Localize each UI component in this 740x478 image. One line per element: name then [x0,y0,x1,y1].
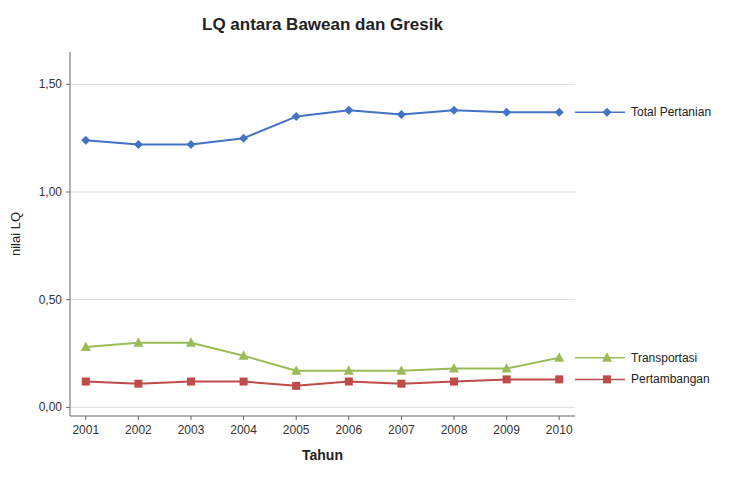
x-tick [506,416,507,420]
y-tick [66,192,70,193]
data-point [187,378,195,386]
data-point [239,134,248,143]
x-tick-label: 2003 [178,423,205,437]
data-point [133,337,143,347]
data-point [502,363,512,373]
chart: LQ antara Bawean dan Gresik 0,00 0,50 1,00 1… [0,0,740,478]
y-axis: 0,00 0,50 1,00 1,50 [39,77,70,414]
x-tick [296,416,297,420]
x-axis-label: Tahun [302,447,343,463]
data-point [503,375,511,383]
x-axis: 2001 2002 2003 2004 2005 2006 2007 2008 2009 2010 [72,416,572,437]
data-point [186,337,196,347]
grid-line [70,407,575,408]
y-tick [66,407,70,408]
series-line [86,110,559,144]
background [0,0,740,478]
data-point [82,378,90,386]
x-tick-label: 2007 [388,423,415,437]
data-point [292,382,300,390]
label-marker [602,352,612,362]
data-point [344,106,353,115]
series-line [86,343,559,371]
data-point [502,108,511,117]
x-tick [138,416,139,420]
data-point [186,140,195,149]
x-tick-label: 2004 [230,423,257,437]
data-point [291,365,301,375]
y-tick [66,299,70,300]
x-tick [348,416,349,420]
end-label: Total Pertanian [575,105,711,119]
data-point [240,378,248,386]
x-tick [85,416,86,420]
data-point [396,365,406,375]
series [82,375,563,389]
series-label: Pertambangan [631,372,710,386]
x-tick-label: 2001 [72,423,99,437]
series-label: Transportasi [631,351,697,365]
title: LQ antara Bawean dan Gresik [202,15,443,34]
data-point [134,140,143,149]
data-point [344,365,354,375]
label-connector [575,357,625,359]
y-tick-label: 1,00 [39,185,63,199]
label-marker [603,375,611,383]
x-tick [243,416,244,420]
end-labels: Total Pertanian Transportasi Pertambangan [575,105,711,386]
data-point [292,112,301,121]
data-point [449,363,459,373]
grid-line [70,84,575,85]
plot-data [81,106,564,390]
series [81,106,563,149]
data-point [345,378,353,386]
data-point [81,136,90,145]
series-label: Total Pertanian [631,105,711,119]
y-tick-label: 0,50 [39,293,63,307]
x-axis-line [70,416,575,417]
data-point [239,350,249,360]
x-tick [559,416,560,420]
y-grid [70,84,575,407]
x-tick-label: 2010 [546,423,573,437]
label-connector [575,379,625,381]
label-connector [575,112,625,114]
data-point [81,342,91,352]
data-point [554,352,564,362]
end-label: Transportasi [575,351,697,365]
x-tick-label: 2005 [283,423,310,437]
grid-line [70,299,575,300]
data-point [397,110,406,119]
x-tick [190,416,191,420]
x-tick-label: 2009 [493,423,520,437]
x-tick [454,416,455,420]
x-tick-label: 2006 [335,423,362,437]
y-axis-line [70,52,71,416]
y-tick [66,84,70,85]
grid-line [70,192,575,193]
x-tick [401,416,402,420]
data-point [134,380,142,388]
data-point [397,380,405,388]
y-axis-label: nilai LQ [8,212,23,256]
end-label: Pertambangan [575,372,710,386]
x-tick-label: 2008 [441,423,468,437]
x-tick-label: 2002 [125,423,152,437]
data-point [450,378,458,386]
series [81,337,564,375]
y-tick-label: 0,00 [39,400,63,414]
data-point [555,108,564,117]
label-marker [603,108,612,117]
series-line [86,379,559,385]
y-tick-label: 1,50 [39,77,63,91]
data-point [555,375,563,383]
data-point [450,106,459,115]
